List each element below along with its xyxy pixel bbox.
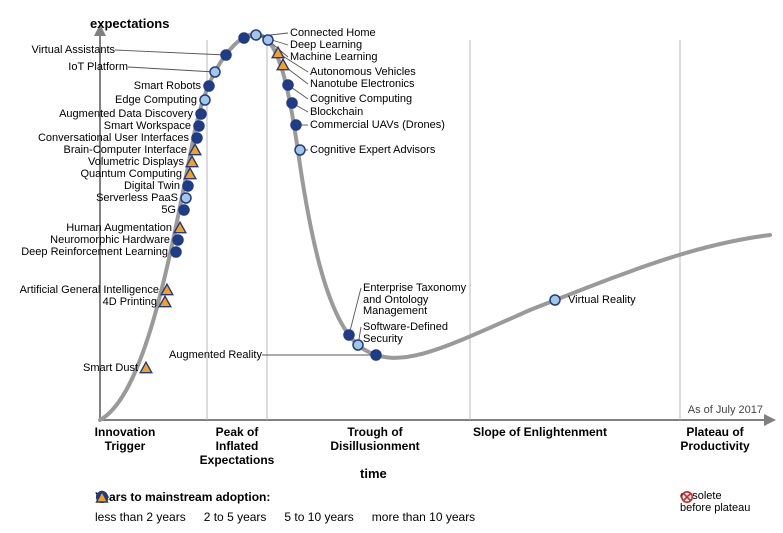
legend-item: 5 to 10 years bbox=[284, 510, 353, 524]
tech-label: Software-Defined Security bbox=[363, 322, 448, 345]
legend-obsolete: obsolete before plateau bbox=[680, 490, 750, 514]
tech-label: Digital Twin bbox=[124, 181, 180, 193]
phase-label: Innovation Trigger bbox=[95, 426, 156, 454]
legend-item: 2 to 5 years bbox=[204, 510, 267, 524]
tech-label: Virtual Reality bbox=[568, 295, 636, 307]
tech-label: Artificial General Intelligence bbox=[20, 285, 159, 297]
tech-label: Nanotube Electronics bbox=[310, 79, 415, 91]
tech-label: 5G bbox=[161, 205, 176, 217]
tech-label: Quantum Computing bbox=[81, 169, 183, 181]
tech-label: Deep Reinforcement Learning bbox=[21, 247, 168, 259]
legend-item-label: less than 2 years bbox=[95, 510, 186, 524]
tech-label: 4D Printing bbox=[103, 297, 157, 309]
legend-item-label: more than 10 years bbox=[372, 510, 475, 524]
tech-label: Volumetric Displays bbox=[88, 157, 184, 169]
legend-title: Years to mainstream adoption: bbox=[95, 490, 270, 504]
hype-cycle-chart: { "axis": { "y_label":"expectations", "x… bbox=[0, 0, 783, 533]
y-axis-label: expectations bbox=[90, 16, 169, 31]
tech-label: Brain-Computer Interface bbox=[64, 145, 188, 157]
phase-label: Slope of Enlightenment bbox=[473, 426, 607, 440]
tech-label: Neuromorphic Hardware bbox=[50, 235, 170, 247]
tech-label: Edge Computing bbox=[115, 95, 197, 107]
tech-label: Autonomous Vehicles bbox=[310, 67, 416, 79]
legend: Years to mainstream adoption: less than … bbox=[95, 490, 475, 524]
legend-item: less than 2 years bbox=[95, 510, 186, 524]
tech-label: Human Augmentation bbox=[66, 223, 172, 235]
tech-label: Commercial UAVs (Drones) bbox=[310, 120, 445, 132]
phase-label: Peak of Inflated Expectations bbox=[200, 426, 275, 467]
tech-label: Smart Robots bbox=[134, 81, 201, 93]
tech-label: Enterprise Taxonomy and Ontology Managem… bbox=[363, 283, 466, 318]
tech-label: IoT Platform bbox=[68, 62, 128, 74]
tech-label: Smart Workspace bbox=[104, 121, 191, 133]
tech-label: Blockchain bbox=[310, 107, 363, 119]
tech-label: Serverless PaaS bbox=[96, 193, 178, 205]
tech-label: Deep Learning bbox=[290, 40, 362, 52]
tech-label: Connected Home bbox=[290, 28, 376, 40]
x-axis-label: time bbox=[360, 466, 387, 481]
tech-label: Augmented Reality bbox=[169, 350, 262, 362]
tech-label: Conversational User Interfaces bbox=[38, 133, 189, 145]
tech-label: Virtual Assistants bbox=[31, 45, 115, 57]
tech-label: Augmented Data Discovery bbox=[59, 109, 193, 121]
legend-item-label: 5 to 10 years bbox=[284, 510, 353, 524]
asof-label: As of July 2017 bbox=[688, 404, 763, 416]
tech-label: Cognitive Expert Advisors bbox=[310, 145, 435, 157]
tech-label: Smart Dust bbox=[83, 363, 138, 375]
legend-item-label: 2 to 5 years bbox=[204, 510, 267, 524]
phase-label: Trough of Disillusionment bbox=[330, 426, 419, 454]
tech-label: Machine Learning bbox=[290, 52, 377, 64]
legend-item: more than 10 years bbox=[372, 510, 475, 524]
tech-label: Cognitive Computing bbox=[310, 94, 412, 106]
phase-label: Plateau of Productivity bbox=[680, 426, 749, 454]
